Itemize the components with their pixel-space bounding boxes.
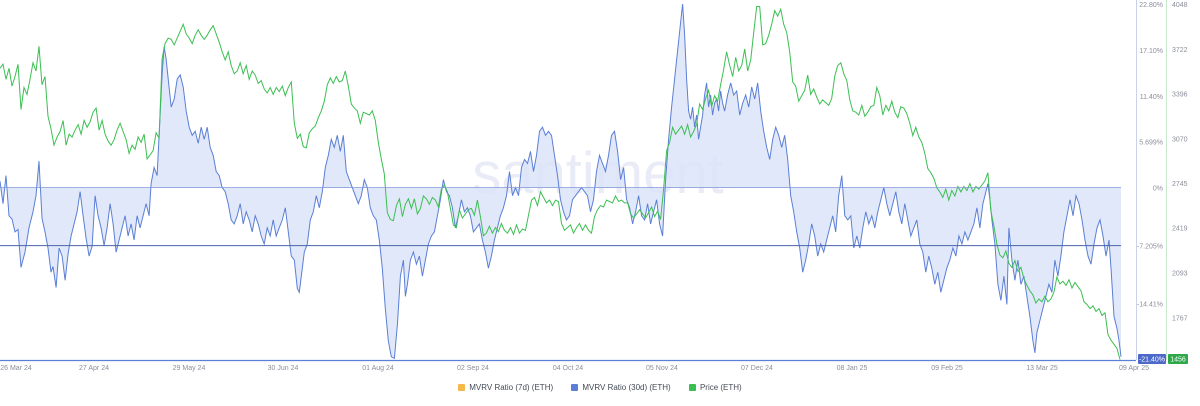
- x-tick-label: 30 Jun 24: [268, 365, 299, 372]
- legend-swatch-mvrv-30d: [571, 384, 579, 391]
- left-tick-label: 11.40%: [1140, 94, 1163, 101]
- x-tick-label: 09 Feb 25: [931, 365, 963, 372]
- x-tick-label: 29 May 24: [173, 365, 206, 372]
- right-tick-label: 3396: [1172, 92, 1188, 99]
- left-last-value-label: -21.40%: [1139, 357, 1165, 364]
- x-tick-label: 13 Mar 25: [1026, 365, 1058, 372]
- series-line-price: [0, 6, 1121, 360]
- axes: 26 Mar 24 27 Apr 24 29 May 24 30 Jun 24 01 A…: [0, 0, 1188, 372]
- left-tick-label: -14.41%: [1137, 302, 1163, 309]
- legend-label-mvrv-30d: MVRV Ratio (30d) (ETH): [582, 383, 671, 392]
- x-tick-label: 08 Jan 25: [837, 365, 868, 372]
- x-tick-label: 05 Nov 24: [646, 365, 678, 372]
- legend-item-mvrv-7d[interactable]: MVRV Ratio (7d) (ETH): [458, 383, 553, 392]
- right-tick-label: 2093: [1172, 271, 1188, 278]
- x-tick-label: 04 Oct 24: [553, 365, 583, 372]
- x-tick-label: 01 Aug 24: [362, 365, 394, 372]
- legend-swatch-price: [688, 384, 696, 391]
- right-tick-label: 3722: [1172, 47, 1188, 54]
- left-tick-label: 22.80%: [1139, 2, 1163, 9]
- right-tick-label: 4048: [1172, 2, 1188, 9]
- right-last-value-badge: [1168, 354, 1188, 364]
- left-last-value-badge: [1138, 354, 1166, 364]
- right-tick-label: 1767: [1172, 315, 1188, 322]
- legend-item-price[interactable]: Price (ETH): [688, 383, 742, 392]
- right-tick-label: 2745: [1172, 181, 1188, 188]
- x-tick-label: 26 Mar 24: [0, 365, 32, 372]
- left-tick-label: -7.205%: [1137, 244, 1163, 251]
- x-tick-label: 09 Apr 25: [1119, 365, 1149, 372]
- legend-item-mvrv-30d[interactable]: MVRV Ratio (30d) (ETH): [571, 383, 671, 392]
- x-tick-label: 07 Dec 24: [741, 365, 773, 372]
- legend: MVRV Ratio (7d) (ETH) MVRV Ratio (30d) (…: [0, 383, 1200, 392]
- left-tick-label: 0%: [1153, 186, 1163, 193]
- left-tick-label: 17.10%: [1139, 48, 1163, 55]
- right-last-value-label: 1456: [1170, 357, 1186, 364]
- legend-swatch-mvrv-7d: [458, 384, 466, 391]
- legend-label-price: Price (ETH): [699, 383, 742, 392]
- x-tick-label: 27 Apr 24: [79, 365, 109, 372]
- x-tick-label: 02 Sep 24: [457, 365, 489, 372]
- right-tick-label: 3070: [1172, 136, 1188, 143]
- left-tick-label: 5.699%: [1139, 140, 1163, 147]
- legend-label-mvrv-7d: MVRV Ratio (7d) (ETH): [469, 383, 554, 392]
- plot-area: [0, 3, 1122, 360]
- right-tick-label: 2419: [1172, 226, 1188, 233]
- series-line-mvrv-30d: [0, 3, 1122, 360]
